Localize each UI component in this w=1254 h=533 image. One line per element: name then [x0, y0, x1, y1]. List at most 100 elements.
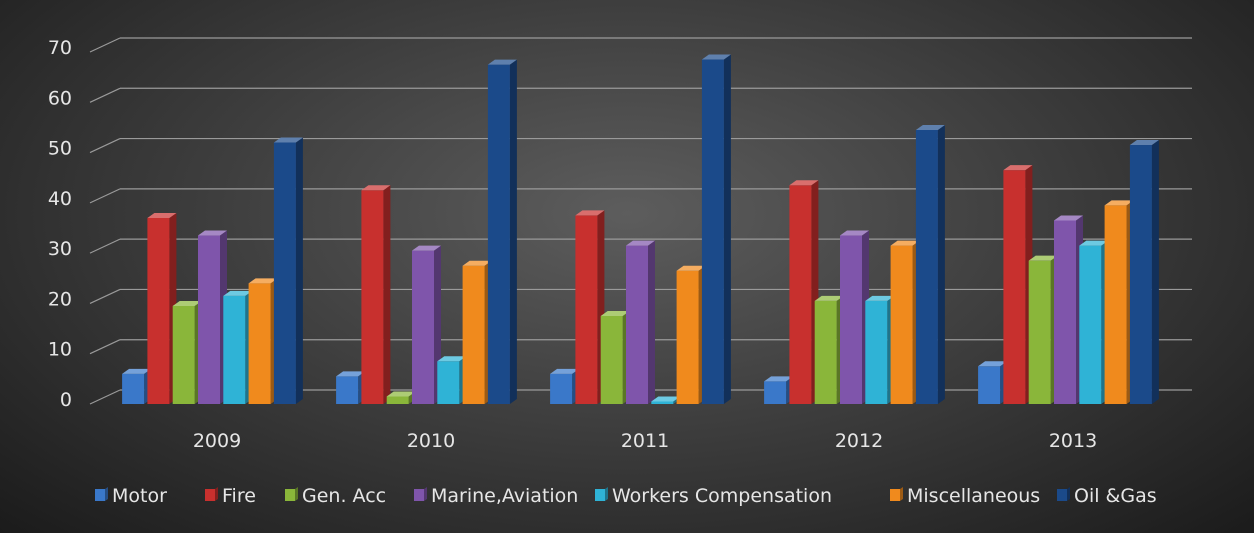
legend-swatch-side	[295, 487, 298, 501]
bar-side	[1151, 140, 1159, 404]
bar-top	[122, 368, 152, 374]
x-category-label: 2011	[621, 430, 669, 452]
legend-label: Oil &Gas	[1074, 485, 1157, 507]
legend-label: Marine,Aviation	[431, 485, 578, 507]
bar-top	[336, 371, 366, 377]
bars	[122, 54, 1159, 405]
bar-top	[626, 240, 655, 246]
bar	[336, 371, 366, 404]
legend-label: Fire	[222, 485, 256, 507]
y-axis-ticks: 0 10 20 30 40 50 60 70	[48, 37, 72, 411]
bar-front	[978, 366, 1001, 404]
gridline-depth	[89, 37, 121, 53]
gridline-depth	[89, 389, 121, 405]
bar	[437, 356, 467, 404]
legend-swatch	[95, 489, 105, 501]
legend-entry: Gen. Acc	[285, 485, 386, 507]
bar-front	[172, 305, 195, 404]
bar-front	[248, 283, 271, 404]
bar-front	[487, 64, 510, 405]
bar-side	[937, 124, 945, 404]
bar-side	[383, 185, 391, 404]
bar-front	[651, 401, 674, 404]
bar	[814, 295, 844, 404]
legend-swatch	[205, 489, 215, 501]
gridline-depth	[89, 87, 121, 103]
x-category-label: 2009	[193, 430, 241, 452]
y-tick-label: 50	[48, 138, 72, 160]
bar-front	[840, 235, 862, 404]
bar	[626, 240, 655, 404]
bar	[676, 265, 706, 404]
legend-label: Workers Compensation	[612, 485, 832, 507]
bar-front	[198, 235, 220, 404]
bar	[764, 376, 794, 404]
bar-top	[840, 230, 869, 236]
bar	[412, 245, 441, 404]
bar-top	[600, 311, 630, 316]
bar-top	[223, 290, 253, 296]
bar	[248, 278, 278, 404]
bar	[890, 240, 920, 404]
legend-entry: Oil &Gas	[1057, 485, 1157, 507]
gridline-depth	[89, 138, 121, 154]
bar-front	[1079, 245, 1102, 404]
y-tick-label: 0	[60, 389, 72, 411]
bar-front	[462, 265, 485, 404]
bar	[600, 311, 630, 404]
bar-top	[676, 265, 706, 271]
x-category-label: 2013	[1049, 430, 1097, 452]
bar-top	[1104, 200, 1134, 206]
bar	[840, 230, 869, 404]
legend-swatch	[890, 489, 900, 501]
bar-front	[550, 373, 573, 404]
bar-front	[1129, 145, 1152, 404]
legend-swatch	[414, 489, 424, 501]
bar-top	[437, 356, 467, 362]
bar-top	[764, 376, 794, 382]
legend-label: Miscellaneous	[907, 485, 1040, 507]
bar	[1079, 240, 1109, 404]
legend-swatch-side	[105, 487, 108, 501]
bar-front	[437, 361, 460, 404]
bar-front	[1028, 260, 1051, 404]
bar-top	[273, 137, 303, 143]
bar	[789, 180, 819, 404]
bar-front	[412, 250, 434, 404]
bar-side	[509, 59, 517, 404]
bar-front	[575, 215, 598, 404]
bar-front	[223, 295, 246, 404]
y-tick-label: 70	[48, 37, 72, 59]
y-tick-label: 30	[48, 238, 72, 260]
bar-front	[701, 59, 724, 405]
bar-front	[814, 300, 837, 404]
bar	[1054, 215, 1083, 404]
bar-top	[198, 230, 227, 236]
bar	[147, 212, 177, 404]
bar	[273, 137, 303, 404]
bar-front	[122, 373, 145, 404]
bar-top	[978, 361, 1008, 367]
bar-side	[648, 240, 655, 404]
legend-entry: Workers Compensation	[595, 485, 832, 507]
bar	[386, 391, 416, 404]
legend-entry: Fire	[205, 485, 256, 507]
bar	[462, 260, 492, 404]
bar-front	[386, 396, 409, 404]
bar	[487, 59, 517, 405]
bar-front	[789, 185, 812, 404]
bar-top	[386, 391, 416, 397]
bar-front	[865, 300, 888, 404]
bar-top	[1003, 165, 1033, 171]
bar-front	[915, 129, 938, 404]
legend-entry: Miscellaneous	[890, 485, 1040, 507]
bar	[978, 361, 1008, 404]
gridline-depth	[89, 339, 121, 355]
bar-top	[1028, 255, 1058, 261]
bar-top	[361, 185, 391, 191]
bar-front	[147, 217, 170, 404]
legend-label: Gen. Acc	[302, 485, 386, 507]
bar	[1028, 255, 1058, 404]
bar	[701, 54, 731, 405]
